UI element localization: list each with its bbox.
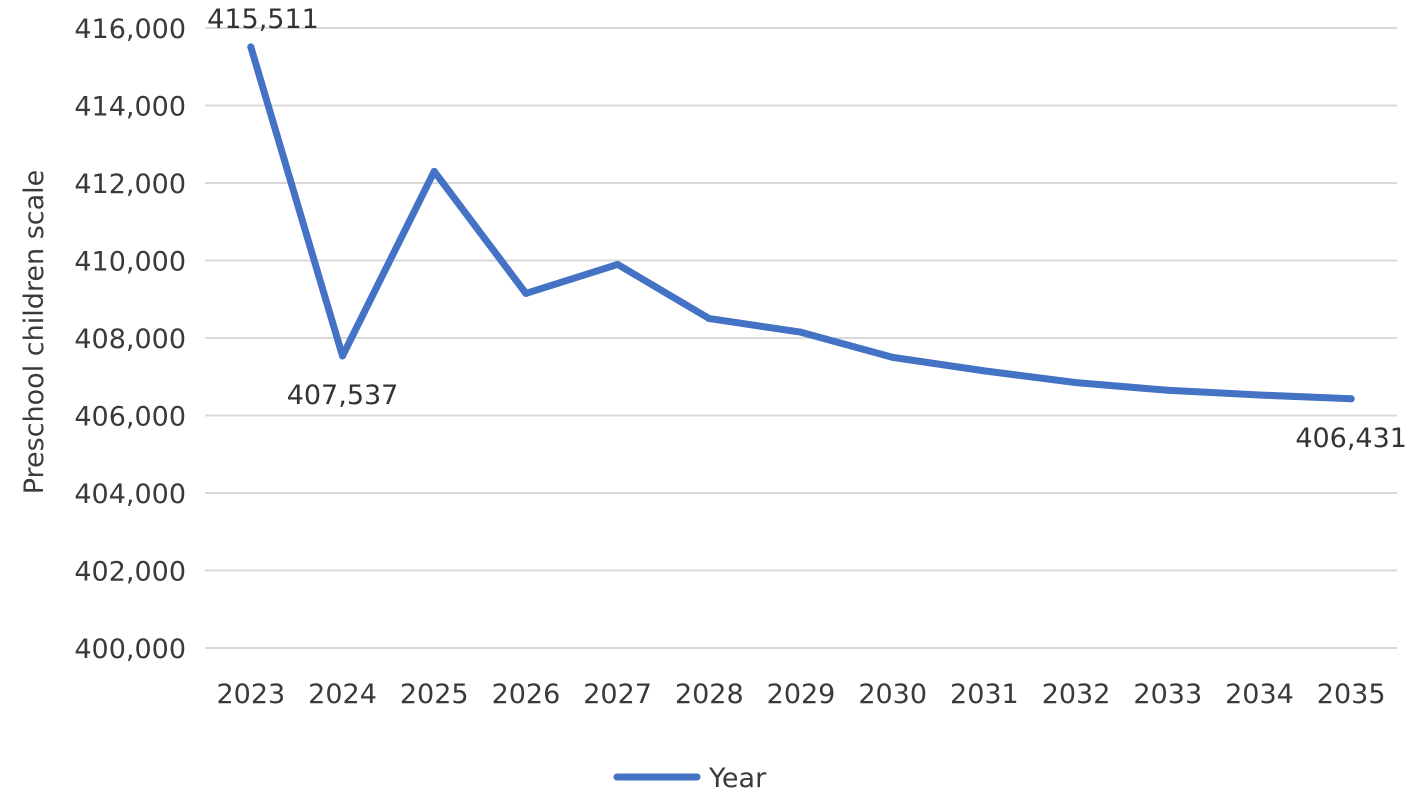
x-tick-label: 2032 [1042,679,1111,710]
data-label: 407,537 [287,380,399,411]
x-tick-label: 2027 [583,679,652,710]
y-tick-label: 400,000 [74,634,186,665]
y-tick-label: 414,000 [74,92,186,123]
x-tick-label: 2023 [216,679,285,710]
legend: Year [613,763,767,794]
y-tick-label: 410,000 [74,247,186,278]
y-tick-label: 402,000 [74,557,186,588]
legend-label: Year [708,763,767,794]
y-tick-label: 416,000 [74,14,186,45]
series-line [247,43,1355,403]
x-tick-label: 2024 [308,679,377,710]
x-tick-label: 2028 [675,679,744,710]
y-tick-label: 412,000 [74,169,186,200]
series-lines [247,43,1355,403]
y-tick-label: 404,000 [74,479,186,510]
x-tick-label: 2025 [400,679,469,710]
data-point [980,367,988,375]
gridlines [205,27,1397,649]
data-point [797,328,805,336]
data-label: 406,431 [1295,423,1407,454]
y-axis-title: Preschool children scale [19,170,50,495]
y-tick-label: 406,000 [74,402,186,433]
x-axis-ticks: 2023 2024 2025 2026 2027 2028 2029 2030 2031 2032… [216,679,1385,710]
x-tick-label: 2035 [1317,679,1386,710]
y-axis-ticks: 400,000 402,000 404,000 406,000 408,000 410,0… [74,14,186,665]
y-tick-label: 408,000 [74,324,186,355]
data-point [1164,386,1172,394]
data-point [339,352,347,360]
data-point [430,167,438,175]
x-tick-label: 2029 [767,679,836,710]
data-point [247,43,255,51]
data-point [1072,379,1080,387]
x-tick-label: 2034 [1225,679,1294,710]
data-label: 415,511 [207,4,319,35]
data-point [522,289,530,297]
data-point [705,315,713,323]
data-point [1255,391,1263,399]
x-tick-label: 2030 [858,679,927,710]
x-tick-label: 2026 [492,679,561,710]
data-point [1347,395,1355,403]
data-point [614,260,622,268]
data-point [889,353,897,361]
data-labels: 415,511 407,537 406,431 [207,4,1407,454]
x-tick-label: 2031 [950,679,1019,710]
x-tick-label: 2033 [1133,679,1202,710]
